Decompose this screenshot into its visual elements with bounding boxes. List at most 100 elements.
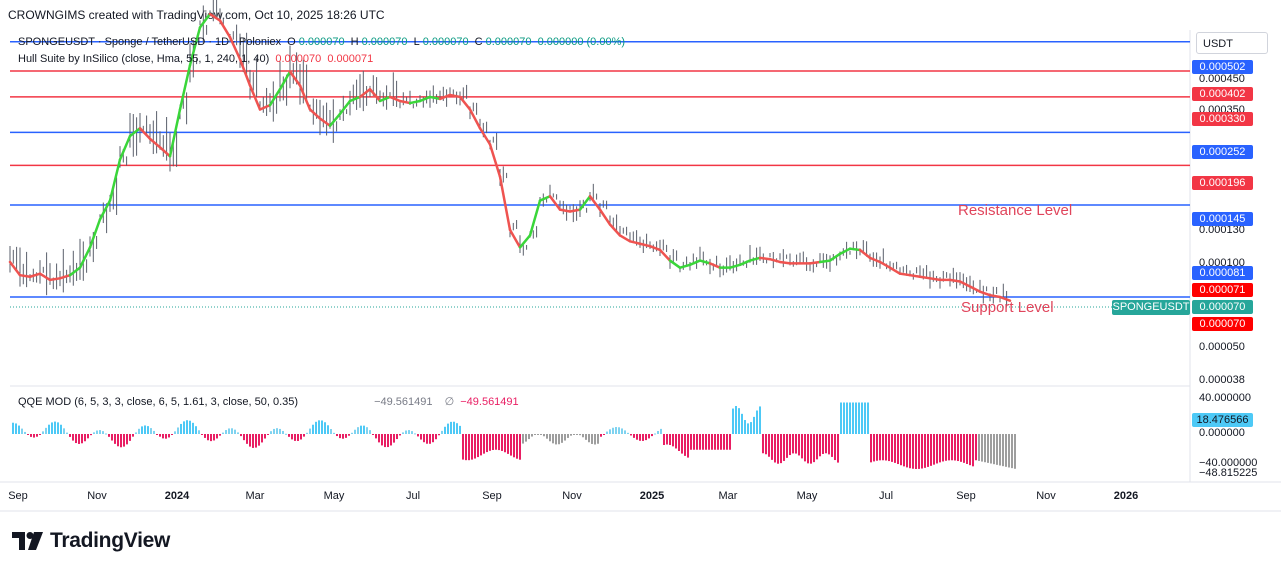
hull-segment bbox=[748, 256, 762, 262]
qqe-bar bbox=[792, 434, 794, 454]
qqe-bar bbox=[102, 431, 104, 434]
qqe-bar bbox=[51, 422, 53, 434]
qqe-bar bbox=[960, 434, 962, 462]
qqe-bar bbox=[360, 425, 362, 434]
hull-segment bbox=[398, 99, 412, 105]
qqe-bar bbox=[714, 434, 716, 450]
qqe-bar bbox=[258, 434, 260, 446]
qqe-bar bbox=[153, 430, 155, 434]
symbol-legend[interactable]: SPONGEUSDT · Sponge / TetherUSD · 1D · P… bbox=[18, 36, 628, 48]
qqe-bar bbox=[597, 434, 599, 444]
qqe-bar bbox=[15, 423, 17, 434]
qqe-bar bbox=[564, 434, 566, 441]
high-value: 0.000070 bbox=[361, 36, 408, 48]
qqe-bar bbox=[123, 434, 125, 447]
price-level-tag: 0.000196 bbox=[1192, 176, 1253, 190]
qqe-bar bbox=[735, 406, 737, 434]
qqe-bar bbox=[549, 434, 551, 442]
qqe-bar bbox=[978, 434, 980, 461]
qqe-bar bbox=[918, 434, 920, 469]
hull-segment bbox=[228, 35, 242, 61]
qqe-bar bbox=[936, 434, 938, 464]
qqe-bar bbox=[357, 427, 359, 434]
qqe-bar bbox=[768, 434, 770, 457]
qqe-bar bbox=[900, 434, 902, 466]
qqe-bar bbox=[576, 434, 578, 435]
chart-created-by: CROWNGIMS created with TradingView.com, … bbox=[8, 8, 385, 22]
qqe-bar bbox=[168, 434, 170, 438]
hull-segment bbox=[608, 223, 622, 237]
qqe-bar bbox=[282, 430, 284, 434]
qqe-bar bbox=[945, 434, 947, 461]
qqe-bar bbox=[984, 434, 986, 463]
qqe-bar bbox=[228, 428, 230, 434]
qqe-bar bbox=[171, 434, 173, 435]
qqe-bar bbox=[642, 434, 644, 441]
open-label: O bbox=[287, 36, 296, 48]
change-value: 0.000000 (0.00%) bbox=[537, 36, 626, 48]
qqe-bar bbox=[849, 402, 851, 434]
qqe-bar bbox=[207, 434, 209, 441]
hull-segment bbox=[698, 259, 712, 265]
hull-segment bbox=[688, 259, 702, 267]
qqe-bar bbox=[18, 425, 20, 434]
hull-segment bbox=[618, 234, 632, 243]
qqe-bar bbox=[111, 434, 113, 441]
qqe-bar bbox=[453, 421, 455, 434]
qqe-bar bbox=[90, 434, 92, 436]
price-level-tag: 0.000145 bbox=[1192, 212, 1253, 226]
qqe-null-icon: ∅ bbox=[444, 396, 455, 408]
qqe-bar bbox=[666, 434, 668, 445]
hull-segment bbox=[838, 247, 852, 256]
price-level-tag: 0.000081 bbox=[1192, 266, 1253, 280]
qqe-bar bbox=[906, 434, 908, 468]
qqe-bar bbox=[471, 434, 473, 460]
qqe-bar bbox=[108, 434, 110, 437]
hull-segment bbox=[848, 247, 862, 252]
time-axis-label: Mar bbox=[245, 490, 265, 502]
qqe-bar bbox=[981, 434, 983, 462]
qqe-bar bbox=[522, 434, 524, 444]
qqe-bar bbox=[117, 434, 119, 447]
qqe-bar bbox=[636, 434, 638, 440]
hull-segment bbox=[538, 194, 552, 202]
qqe-bar bbox=[603, 434, 605, 435]
qqe-bar bbox=[105, 433, 107, 435]
price-level-tag: 0.000330 bbox=[1192, 112, 1253, 126]
qqe-bar bbox=[921, 434, 923, 469]
close-label: C bbox=[474, 36, 483, 48]
qqe-bar bbox=[252, 434, 254, 448]
qqe-bar bbox=[621, 428, 623, 434]
qqe-bar bbox=[615, 427, 617, 434]
qqe-bar bbox=[816, 434, 818, 460]
hull-segment bbox=[478, 127, 492, 146]
hull-legend[interactable]: Hull Suite by InSilico (close, Hma, 55, … bbox=[18, 53, 376, 65]
qqe-bar bbox=[594, 434, 596, 445]
qqe-bar bbox=[957, 434, 959, 462]
time-axis-label: Mar bbox=[718, 490, 738, 502]
qqe-bar bbox=[438, 434, 440, 436]
qqe-bar bbox=[495, 434, 497, 450]
qqe-bar bbox=[270, 431, 272, 434]
hull-segment bbox=[408, 99, 422, 105]
hull-segment bbox=[908, 273, 922, 279]
qqe-bar bbox=[384, 434, 386, 448]
currency-unit-button[interactable]: USDT bbox=[1196, 32, 1268, 54]
qqe-bar bbox=[363, 425, 365, 434]
qqe-bar bbox=[762, 434, 764, 454]
qqe-bar bbox=[492, 434, 494, 451]
qqe-bar bbox=[150, 428, 152, 434]
qqe-bar bbox=[540, 434, 542, 435]
qqe-bar bbox=[696, 434, 698, 450]
qqe-legend[interactable]: QQE MOD (6, 5, 3, 3, close, 6, 5, 1.61, … bbox=[18, 395, 522, 408]
qqe-bar bbox=[624, 430, 626, 434]
qqe-bar bbox=[537, 434, 539, 435]
qqe-bar bbox=[114, 434, 116, 444]
qqe-bar bbox=[186, 420, 188, 434]
qqe-bar bbox=[693, 434, 695, 450]
qqe-bar bbox=[882, 434, 884, 461]
tradingview-logo[interactable]: TradingView bbox=[12, 529, 170, 553]
price-level-tag: 0.000252 bbox=[1192, 145, 1253, 159]
qqe-bar bbox=[909, 434, 911, 469]
